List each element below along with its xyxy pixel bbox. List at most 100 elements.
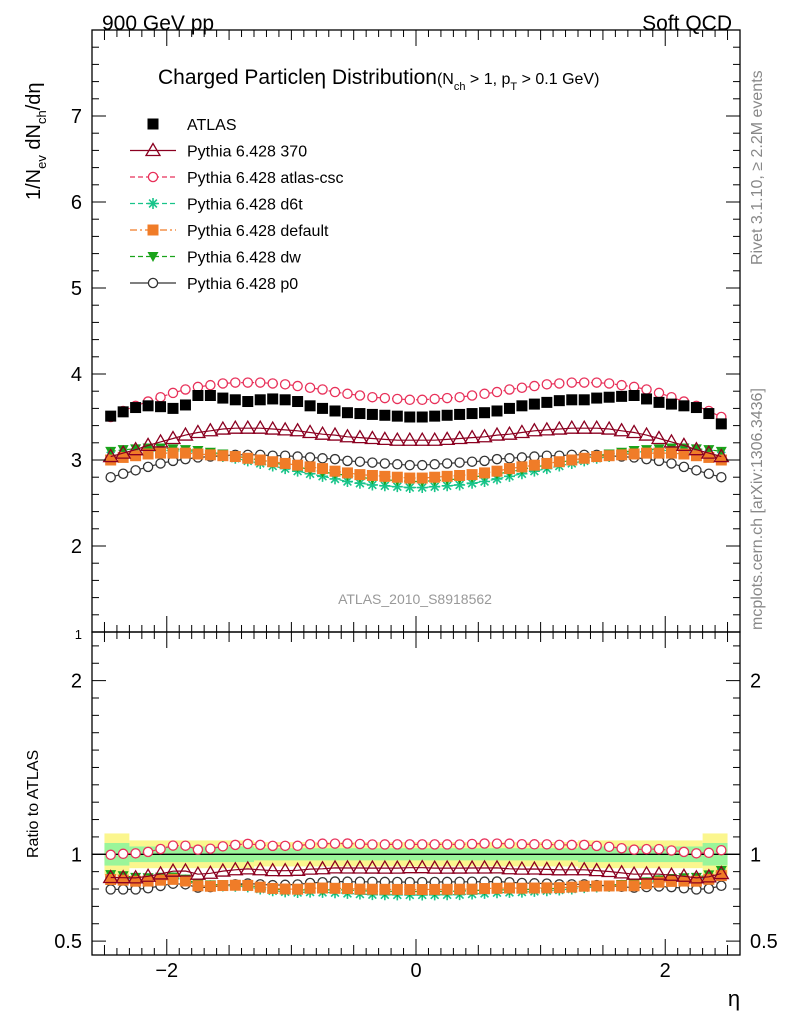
series-pythia-6-428-370 [102, 419, 730, 463]
data-point [102, 448, 119, 463]
data-point [329, 453, 341, 465]
y-tick-label: 7 [71, 106, 82, 128]
data-point [488, 426, 506, 441]
data-point [391, 481, 403, 493]
ratio-point [566, 839, 578, 851]
data-point [217, 378, 229, 389]
data-point [516, 400, 528, 412]
ratio-point [703, 873, 715, 885]
data-point [404, 472, 416, 484]
data-point [142, 448, 154, 460]
ratio-point [613, 864, 630, 879]
data-point [678, 448, 690, 460]
data-point [379, 458, 391, 469]
ratio-point [454, 883, 466, 895]
ratio-point [304, 882, 316, 894]
ratio-point [513, 860, 531, 875]
ratio-point [653, 843, 665, 855]
data-point [391, 410, 403, 422]
data-point [204, 390, 216, 401]
ratio-point [503, 882, 515, 894]
data-point [164, 430, 182, 445]
data-point [167, 387, 179, 399]
ratio-point [526, 860, 543, 875]
data-point [329, 465, 341, 477]
ratio-point [339, 859, 356, 874]
data-point [429, 410, 441, 422]
data-point [578, 452, 590, 464]
ratio-point [429, 839, 440, 850]
ratio-point [700, 868, 717, 883]
data-point [189, 424, 207, 439]
data-point [588, 419, 605, 434]
ratio-line [110, 869, 722, 893]
data-point [416, 411, 428, 423]
legend-item: Pythia 6.428 p0 [130, 276, 298, 293]
data-point [404, 394, 416, 406]
data-point [653, 396, 665, 408]
ratio-point [364, 859, 381, 874]
ratio-point [603, 880, 615, 892]
ratio-point [392, 839, 403, 850]
data-point [429, 481, 441, 493]
data-point [665, 398, 677, 410]
data-point [476, 428, 493, 443]
ratio-point [653, 876, 665, 888]
ratio-point [379, 883, 391, 895]
ratio-point [414, 859, 431, 874]
data-point [703, 451, 715, 463]
ratio-point [351, 859, 369, 874]
data-point [691, 465, 702, 476]
data-point [127, 441, 144, 456]
data-point [616, 379, 627, 391]
ratio-point [205, 843, 216, 854]
data-point [613, 422, 630, 437]
ratio-point [155, 843, 166, 855]
data-point [192, 390, 204, 401]
data-point [688, 441, 705, 456]
data-point [177, 426, 194, 441]
data-point [628, 390, 640, 401]
data-point [690, 450, 702, 462]
data-point [326, 426, 344, 441]
data-point [254, 377, 266, 388]
data-point [391, 471, 403, 483]
ratio-point [105, 884, 116, 895]
data-point [229, 451, 241, 463]
ratio-point [117, 884, 129, 895]
data-point [279, 394, 291, 406]
data-point [578, 377, 590, 388]
ratio-point [254, 881, 266, 893]
data-point [376, 431, 393, 446]
ratio-point [279, 840, 291, 852]
data-point [663, 433, 680, 448]
ratio-point [267, 840, 278, 852]
ratio-point [691, 848, 702, 859]
data-point [354, 408, 366, 420]
data-point [292, 459, 304, 471]
data-point [155, 458, 166, 469]
data-point [675, 437, 693, 452]
ratio-point [341, 883, 353, 895]
data-point [279, 457, 291, 469]
data-point [239, 419, 256, 434]
data-point [463, 429, 481, 444]
data-point [367, 457, 378, 468]
ratio-point [179, 875, 191, 887]
ratio-point [354, 883, 366, 895]
data-point [578, 394, 590, 406]
data-point [401, 431, 418, 446]
ratio-point [591, 840, 602, 852]
data-point [603, 450, 615, 462]
ratio-point [650, 865, 668, 880]
x-axis-label: η [728, 986, 740, 1011]
data-point [563, 419, 580, 434]
data-point [379, 392, 391, 404]
ratio-point [117, 848, 129, 860]
data-point [454, 457, 465, 468]
data-point [292, 380, 303, 392]
ratio-point [616, 842, 627, 854]
ratio-point [354, 838, 366, 850]
data-point [454, 479, 466, 491]
